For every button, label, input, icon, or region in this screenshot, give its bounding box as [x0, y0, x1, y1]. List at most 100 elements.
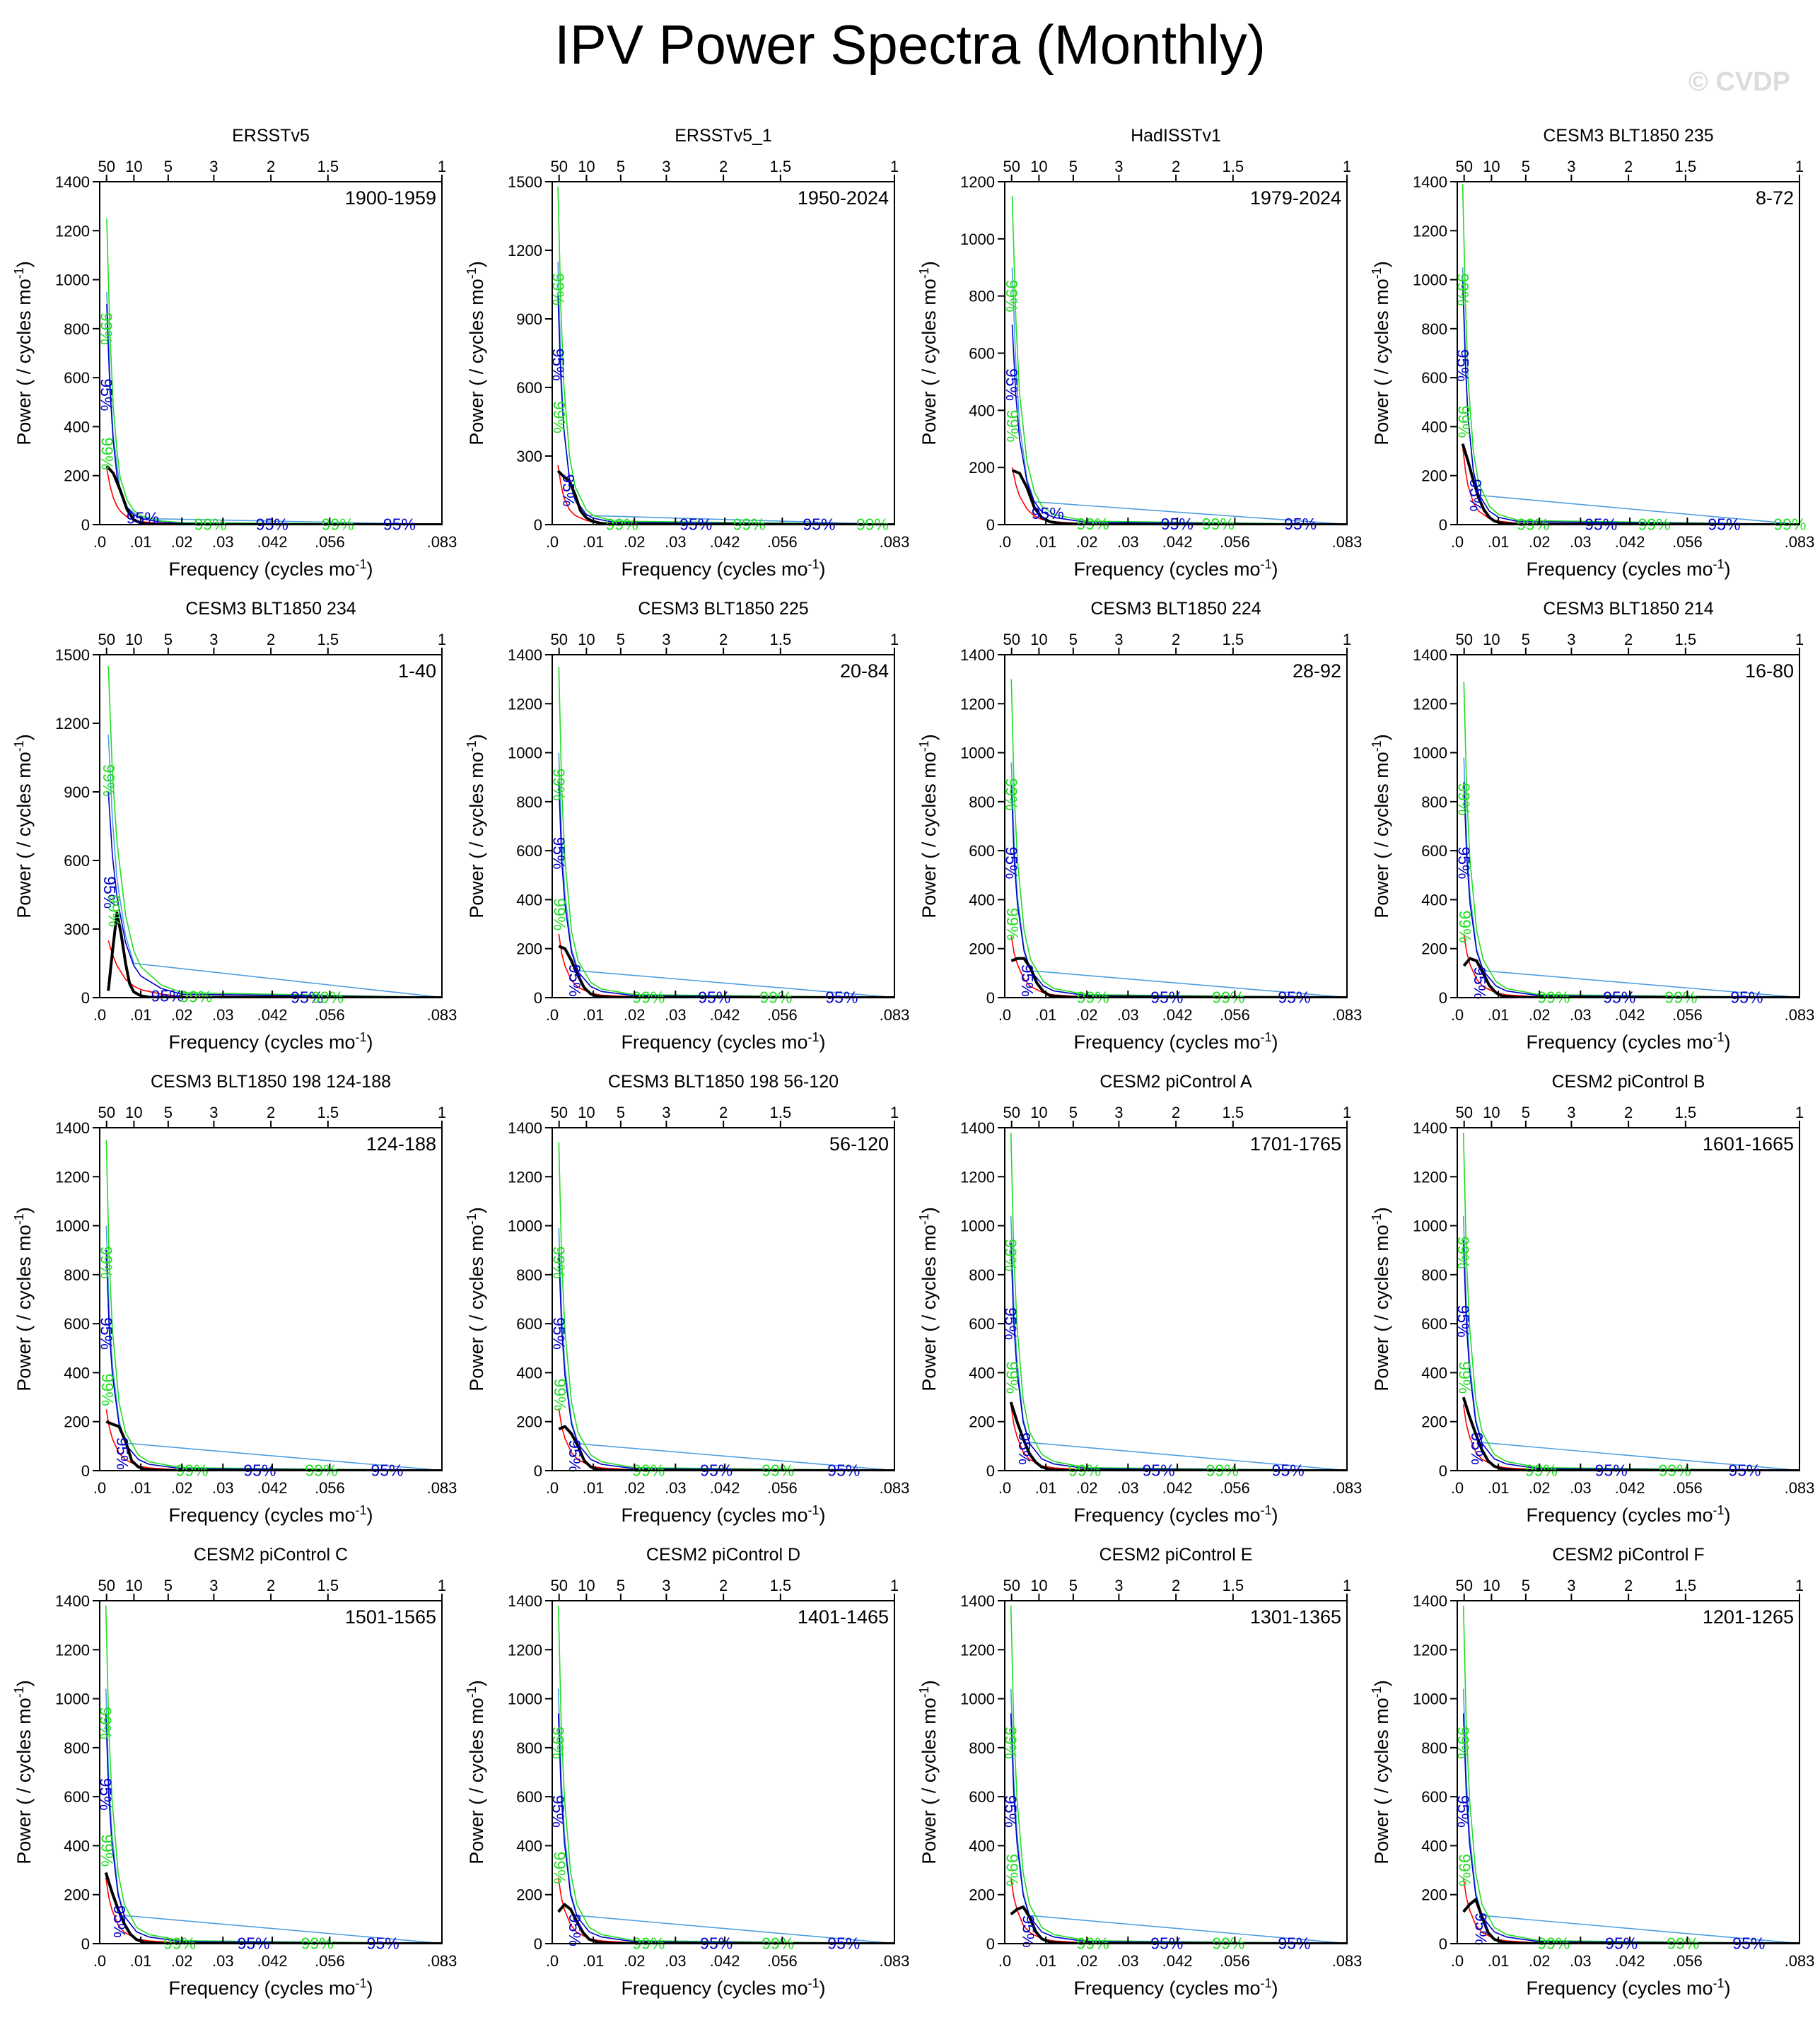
x-tick-label: .0 [546, 1952, 559, 1970]
period-tick-label: 2 [267, 1577, 275, 1594]
y-tick-label: 1200 [508, 242, 542, 259]
y-tick-label: 800 [64, 320, 90, 338]
x-tick-label: .03 [1117, 1479, 1139, 1497]
y-tick-label: 1400 [1413, 173, 1447, 191]
sig-label: 99% [105, 894, 123, 927]
y-tick-label: 400 [516, 891, 542, 909]
sig99-line [558, 1142, 894, 1471]
x-tick-label: .083 [1332, 533, 1363, 551]
y-tick-label: 200 [969, 459, 995, 477]
panel-12: CESM2 piControl B1601-166599%95%99%95%99… [1370, 1072, 1814, 1526]
period-tick-label: 1 [438, 158, 446, 175]
panel-title: CESM2 piControl F [1552, 1545, 1704, 1565]
sig99-line [557, 1605, 894, 1944]
panel-title: CESM3 BLT1850 235 [1543, 126, 1713, 146]
sig95-line [1462, 1240, 1799, 1471]
plot-frame [99, 1600, 443, 1944]
x-tick-label: .02 [624, 533, 646, 551]
period-tick-label: 5 [617, 1104, 625, 1121]
panel-title: CESM2 piControl C [194, 1545, 348, 1565]
y-tick-label: 600 [969, 1788, 995, 1806]
y-tick-label: 400 [1421, 1364, 1447, 1382]
x-tick-label: .083 [427, 1479, 457, 1497]
x-tick-label: .056 [1220, 1952, 1250, 1970]
panel-title: ERSSTv5 [232, 126, 310, 146]
sig95-line [106, 304, 442, 525]
extra-line [1462, 1215, 1799, 1471]
plot-frame [1004, 1600, 1348, 1944]
period-tick-label: 5 [1069, 1104, 1078, 1121]
y-tick-label: 0 [81, 516, 90, 534]
sig-label: 99% [1003, 908, 1022, 940]
plot-frame [99, 181, 443, 525]
x-tick-label: .056 [1672, 533, 1703, 551]
x-axis-label: Frequency (cycles mo-1) [1073, 1976, 1278, 1999]
x-axis-label: Frequency (cycles mo-1) [621, 1503, 825, 1526]
sig-label: 95% [1468, 1432, 1486, 1465]
y-tick-label: 0 [986, 1462, 995, 1480]
sig-label: 95% [566, 1914, 584, 1946]
period-tick-label: 1 [1343, 1104, 1351, 1121]
sig-label: 99% [1455, 1361, 1474, 1394]
period-tick-label: 1 [890, 1577, 899, 1594]
y-tick-label: 400 [516, 1837, 542, 1855]
sig95-line [1463, 782, 1799, 998]
period-tick-label: 1.5 [317, 158, 339, 175]
spectrum-line [107, 911, 442, 998]
period-tick-label: 3 [1567, 1577, 1575, 1594]
x-tick-label: .01 [1488, 533, 1510, 551]
x-tick-label: .083 [1332, 1006, 1363, 1024]
x-tick-label: .01 [130, 1006, 152, 1024]
x-axis-label: Frequency (cycles mo-1) [1073, 557, 1278, 580]
period-tick-label: 5 [1522, 158, 1530, 175]
sig95-line [105, 1250, 442, 1471]
y-axis-label: Power ( / cycles mo-1) [1370, 1680, 1392, 1864]
x-tick-label: .042 [710, 1479, 740, 1497]
y-tick-label: 1200 [508, 1168, 542, 1186]
sig-label: 99% [98, 1834, 116, 1867]
period-tick-label: 1 [890, 631, 899, 648]
period-tick-label: 2 [1172, 158, 1180, 175]
x-tick-label: .02 [1076, 1479, 1098, 1497]
sig-label: 95% [566, 964, 584, 997]
x-tick-label: .0 [93, 1952, 106, 1970]
y-tick-label: 200 [969, 1886, 995, 1904]
period-tick-label: 2 [267, 158, 275, 175]
y-tick-label: 0 [534, 989, 542, 1007]
x-tick-label: .042 [1615, 1952, 1645, 1970]
y-tick-label: 300 [64, 921, 90, 938]
y-tick-label: 1400 [1413, 1592, 1447, 1610]
series-group [558, 1142, 894, 1471]
period-label: 16-80 [1745, 660, 1794, 682]
panel-title: CESM2 piControl E [1099, 1545, 1253, 1565]
period-tick-label: 10 [1483, 1577, 1500, 1594]
x-tick-label: .056 [315, 1006, 345, 1024]
extra-line [1010, 1215, 1347, 1471]
y-tick-label: 600 [969, 1315, 995, 1333]
sig95-line [557, 296, 894, 525]
y-tick-label: 400 [64, 1837, 90, 1855]
y-axis-label: Power ( / cycles mo-1) [917, 261, 940, 445]
period-tick-label: 5 [164, 1104, 173, 1121]
y-tick-label: 1200 [960, 1168, 995, 1186]
x-tick-label: .01 [583, 1952, 605, 1970]
period-tick-label: 10 [1030, 1577, 1047, 1594]
panel-title: CESM3 BLT1850 234 [185, 599, 356, 619]
plot-frame [552, 1600, 895, 1944]
y-tick-label: 0 [986, 1935, 995, 1953]
y-tick-label: 800 [969, 1739, 995, 1757]
sig95-line [1010, 1713, 1347, 1944]
y-tick-label: 900 [516, 310, 542, 328]
period-tick-label: 5 [1069, 631, 1078, 648]
x-tick-label: .042 [257, 1952, 288, 1970]
period-tick-label: 10 [578, 1104, 595, 1121]
series-group [1010, 1605, 1347, 1944]
period-tick-label: 1 [1795, 1577, 1804, 1594]
series-group [104, 1605, 442, 1944]
sig-label: 99% [550, 898, 568, 930]
period-tick-label: 50 [98, 1577, 115, 1594]
x-tick-label: .02 [1529, 1952, 1551, 1970]
y-tick-label: 1200 [960, 1641, 995, 1659]
period-tick-label: 1.5 [1675, 1577, 1697, 1594]
